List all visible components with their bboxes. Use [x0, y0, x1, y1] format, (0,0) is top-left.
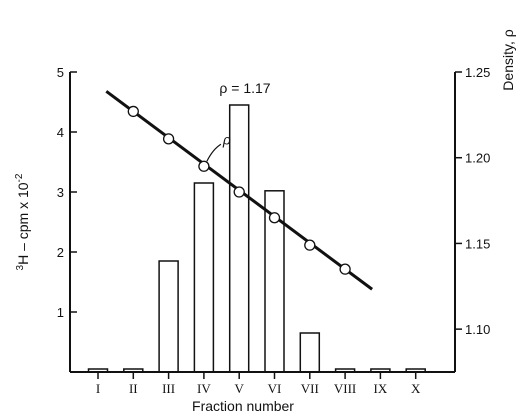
bar-III [158, 260, 179, 373]
density-series-label: ρ [222, 131, 231, 147]
y-axis-title-main: H – cpm x 10 [15, 182, 31, 265]
y-tick-label-2: 2 [57, 245, 64, 260]
y-axis-title-exponent: -2 [14, 173, 25, 182]
density-point-VII [304, 239, 316, 251]
x-tick-label-I: I [96, 381, 100, 396]
x-tick-label-V: V [235, 381, 245, 396]
bars-layer [87, 104, 426, 373]
y-axis-title: 3H – cpm x 10-2 [14, 173, 31, 270]
y2-tick-label-1.15: 1.15 [465, 236, 490, 251]
y2-tick-label-1.25: 1.25 [465, 65, 490, 80]
density-series-leader [206, 143, 222, 162]
density-point-II [127, 105, 139, 118]
y2-tick-label-1.20: 1.20 [465, 151, 490, 166]
x-tick-label-X: X [411, 381, 421, 396]
density-point-III [162, 133, 175, 145]
x-tick-label-VII: VII [301, 381, 319, 396]
y-tick-label-3: 3 [57, 185, 64, 200]
x-tick-label-IV: IV [197, 381, 211, 396]
y2-tick-label-1.10: 1.10 [465, 322, 490, 337]
density-point-VIII [339, 263, 351, 275]
y-tick-label-5: 5 [57, 65, 64, 80]
y-axis-title-superscript: 3 [15, 264, 26, 270]
y-tick-label-1: 1 [57, 305, 64, 320]
x-tick-label-II: II [129, 381, 138, 396]
bar-V [228, 104, 250, 373]
x-tick-label-VI: VI [268, 381, 282, 396]
bar-VII [299, 332, 321, 373]
density-point-IV [198, 160, 210, 172]
bar-IV [193, 182, 215, 373]
density-point-V [233, 186, 245, 198]
x-tick-label-VIII: VIII [334, 381, 356, 396]
density-annotation: ρ = 1.17 [219, 80, 270, 96]
density-point-VI [268, 212, 281, 224]
x-tick-label-IX: IX [374, 381, 388, 396]
x-tick-label-III: III [162, 381, 175, 396]
y-tick-label-4: 4 [57, 125, 64, 140]
y2-axis-title: Density, ρ [500, 29, 516, 90]
density-layer: ρ [105, 90, 373, 291]
x-axis-title: Fraction number [192, 398, 294, 414]
